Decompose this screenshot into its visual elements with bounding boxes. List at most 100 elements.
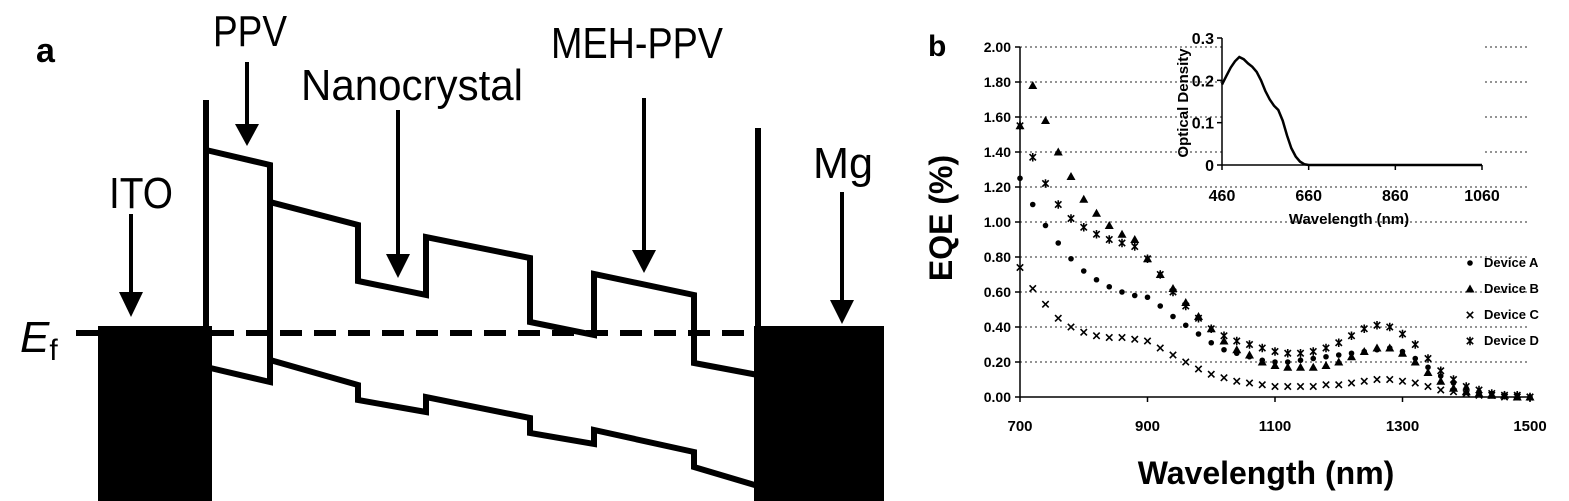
legend-marker xyxy=(1466,336,1474,346)
point-device-b xyxy=(1410,357,1420,366)
y-tick-label: 0.80 xyxy=(984,249,1011,265)
point-device-b xyxy=(1461,387,1471,396)
point-device-b xyxy=(1308,362,1318,371)
y-tick-label: 1.80 xyxy=(984,74,1011,90)
point-device-b xyxy=(1372,343,1382,352)
point-device-d xyxy=(1220,331,1228,340)
y-tick-label: 0.60 xyxy=(984,284,1011,300)
point-device-d xyxy=(1462,382,1471,391)
point-device-c xyxy=(1092,331,1101,340)
y-tick-label: 1.40 xyxy=(984,144,1011,160)
point-device-a xyxy=(1323,353,1329,360)
point-device-c xyxy=(1296,382,1305,391)
point-device-d xyxy=(1054,200,1063,209)
conduction-band xyxy=(205,147,759,378)
point-device-b xyxy=(1104,221,1114,229)
point-device-c xyxy=(1194,365,1203,373)
panel-a: a xyxy=(20,7,884,501)
point-device-a xyxy=(1425,364,1431,371)
point-device-d xyxy=(1028,153,1037,162)
point-device-a xyxy=(1310,355,1317,362)
point-device-b xyxy=(1079,194,1089,203)
legend-label-device-b: Device B xyxy=(1484,281,1539,296)
nanocrystal-arrow xyxy=(386,110,410,278)
point-device-b xyxy=(1130,235,1140,243)
point-device-b xyxy=(1321,361,1331,369)
point-device-b xyxy=(1092,208,1101,217)
point-device-d xyxy=(1041,179,1050,188)
x-tick-label: 700 xyxy=(1007,418,1032,435)
legend-item-device-c: Device C xyxy=(1466,307,1540,322)
point-device-a xyxy=(1221,346,1227,353)
point-device-b xyxy=(1423,368,1433,376)
point-device-a xyxy=(1017,175,1023,182)
point-device-c xyxy=(1181,358,1190,366)
inset-absorbance-curve xyxy=(1220,55,1482,167)
point-device-c xyxy=(1143,337,1152,345)
y-tick-label: 2.00 xyxy=(984,39,1011,55)
point-device-c xyxy=(1169,351,1177,359)
legend-item-device-a: Device A xyxy=(1467,255,1539,270)
point-device-a xyxy=(1144,294,1151,301)
point-device-b xyxy=(1436,376,1446,385)
point-device-c xyxy=(1271,382,1279,391)
point-device-c xyxy=(1016,263,1024,272)
point-device-b xyxy=(1232,345,1242,354)
legend-marker xyxy=(1466,311,1474,319)
point-device-d xyxy=(1436,366,1445,375)
point-device-a xyxy=(1195,331,1202,337)
point-device-d xyxy=(1373,321,1381,330)
point-device-d xyxy=(1424,354,1432,363)
point-device-b xyxy=(1028,81,1038,89)
point-device-a xyxy=(1157,303,1164,309)
inset-chart-x-ticks: 460 660 860 1060 xyxy=(1209,165,1500,205)
point-device-c xyxy=(1156,344,1165,352)
x-tick-label: 1500 xyxy=(1513,418,1546,435)
x-tick-label: 1100 xyxy=(1259,418,1292,435)
point-device-d xyxy=(1067,214,1075,223)
point-device-c xyxy=(1283,382,1292,391)
point-device-c xyxy=(1258,380,1267,389)
point-device-b xyxy=(1066,172,1076,180)
main-chart-y-axis-title: EQE (%) xyxy=(923,155,959,281)
legend-marker-circle-icon xyxy=(1467,260,1473,266)
inset-y-tick-label: 0 xyxy=(1205,158,1214,175)
legend-marker-asterisk-icon xyxy=(1466,336,1474,346)
point-device-b xyxy=(1041,116,1050,124)
point-device-d xyxy=(1194,314,1203,323)
point-device-c xyxy=(1232,377,1241,386)
point-device-d xyxy=(1207,324,1216,333)
point-device-a xyxy=(1284,359,1291,365)
point-device-c xyxy=(1385,375,1394,384)
main-chart-x-axis-title: Wavelength (nm) xyxy=(1138,455,1395,491)
point-device-d xyxy=(1143,254,1152,263)
point-device-b xyxy=(1219,336,1229,345)
point-device-d xyxy=(1258,343,1267,353)
point-device-d xyxy=(1526,392,1534,402)
point-device-b xyxy=(1245,350,1254,359)
point-device-d xyxy=(1513,391,1522,400)
legend-item-device-b: Device B xyxy=(1465,281,1539,296)
x-tick-label: 1300 xyxy=(1386,418,1419,435)
point-device-d xyxy=(1385,322,1394,332)
ito-electrode xyxy=(98,326,212,501)
point-device-d xyxy=(1475,385,1483,395)
point-device-d xyxy=(1092,230,1101,239)
fermi-level-label: Ef xyxy=(20,313,58,367)
point-device-c xyxy=(1347,379,1356,387)
point-device-d xyxy=(1118,238,1126,248)
point-device-d xyxy=(1360,324,1369,333)
inset-chart-background xyxy=(1222,36,1482,166)
y-tick-label: 0.20 xyxy=(984,354,1011,370)
inset-y-tick-label: 0.3 xyxy=(1192,31,1214,48)
legend: Device A Device B Device C Device D xyxy=(1465,255,1540,348)
y-tick-label: 1.00 xyxy=(984,214,1011,230)
mg-arrow xyxy=(830,192,854,324)
point-device-c xyxy=(1041,300,1050,309)
legend-item-device-d: Device D xyxy=(1466,333,1539,348)
point-device-d xyxy=(1130,242,1139,251)
point-device-b xyxy=(1385,343,1395,352)
fermi-level-subscript: f xyxy=(49,334,58,367)
point-device-a xyxy=(1029,201,1036,208)
point-device-d xyxy=(1500,391,1509,400)
